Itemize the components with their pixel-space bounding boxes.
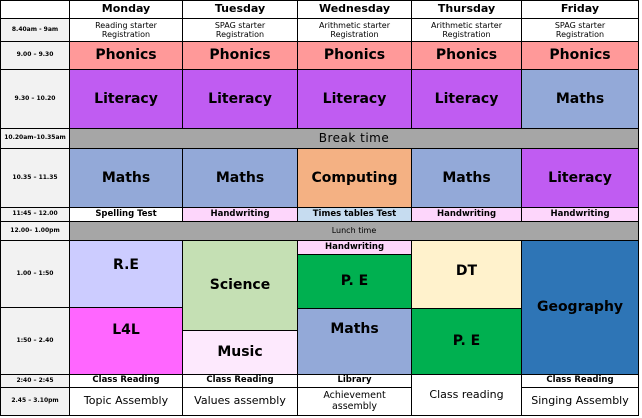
time-slot-8: 1.00 – 1:50 bbox=[0, 240, 70, 308]
literacy-thursday: Literacy bbox=[411, 69, 522, 129]
starter-thursday: Arithmetic starter Registration bbox=[411, 18, 522, 42]
corner-cell bbox=[0, 0, 70, 19]
times-tables-test-wednesday: Times tables Test bbox=[297, 207, 412, 222]
time-slot-10: 2:40 – 2:45 bbox=[0, 374, 70, 388]
library-wednesday: Library bbox=[297, 374, 412, 388]
music-tuesday: Music bbox=[182, 330, 298, 375]
time-slot-6: 11:45 – 12.00 bbox=[0, 207, 70, 222]
handwriting-friday: Handwriting bbox=[521, 207, 639, 222]
phonics-friday: Phonics bbox=[521, 41, 639, 70]
maths-thursday: Maths bbox=[411, 148, 522, 208]
phonics-monday: Phonics bbox=[69, 41, 183, 70]
time-slot-3: 9.30 – 10.20 bbox=[0, 69, 70, 129]
day-header-friday: Friday bbox=[521, 0, 639, 19]
handwriting-wednesday-afternoon: Handwriting bbox=[297, 240, 412, 255]
starter-wednesday: Arithmetic starter Registration bbox=[297, 18, 412, 42]
maths-friday-morning: Maths bbox=[521, 69, 639, 129]
literacy-tuesday: Literacy bbox=[182, 69, 298, 129]
re-monday: R.E bbox=[69, 240, 183, 308]
time-slot-1: 8.40am - 9am bbox=[0, 18, 70, 42]
time-slot-11: 2.45 – 3.10pm bbox=[0, 387, 70, 416]
starter-friday: SPAG starter Registration bbox=[521, 18, 639, 42]
assembly-friday: Singing Assembly bbox=[521, 387, 639, 416]
phonics-tuesday: Phonics bbox=[182, 41, 298, 70]
phonics-wednesday: Phonics bbox=[297, 41, 412, 70]
class-reading-monday: Class Reading bbox=[69, 374, 183, 388]
time-slot-9: 1:50 – 2.40 bbox=[0, 307, 70, 375]
l4l-monday: L4L bbox=[69, 307, 183, 375]
literacy-wednesday: Literacy bbox=[297, 69, 412, 129]
literacy-friday: Literacy bbox=[521, 148, 639, 208]
maths-tuesday: Maths bbox=[182, 148, 298, 208]
science-tuesday: Science bbox=[182, 240, 298, 331]
day-header-thursday: Thursday bbox=[411, 0, 522, 19]
assembly-tuesday: Values assembly bbox=[182, 387, 298, 416]
pe-thursday: P. E bbox=[411, 308, 522, 375]
time-slot-4: 10.20am–10.35am bbox=[0, 128, 70, 149]
class-reading-tuesday: Class Reading bbox=[182, 374, 298, 388]
assembly-wednesday: Achievement assembly bbox=[297, 387, 412, 416]
assembly-monday: Topic Assembly bbox=[69, 387, 183, 416]
class-reading-friday: Class Reading bbox=[521, 374, 639, 388]
dt-thursday: DT bbox=[411, 240, 522, 309]
day-header-tuesday: Tuesday bbox=[182, 0, 298, 19]
time-slot-2: 9.00 – 9.30 bbox=[0, 41, 70, 70]
starter-tuesday: SPAG starter Registration bbox=[182, 18, 298, 42]
phonics-thursday: Phonics bbox=[411, 41, 522, 70]
time-slot-7: 12.00– 1.00pm bbox=[0, 221, 70, 241]
break-time: Break time bbox=[69, 128, 639, 149]
handwriting-thursday: Handwriting bbox=[411, 207, 522, 222]
maths-wednesday-afternoon: Maths bbox=[297, 308, 412, 375]
computing-wednesday: Computing bbox=[297, 148, 412, 208]
lunch-time: Lunch time bbox=[69, 221, 639, 241]
time-slot-5: 10.35 – 11.35 bbox=[0, 148, 70, 208]
maths-monday: Maths bbox=[69, 148, 183, 208]
day-header-monday: Monday bbox=[69, 0, 183, 19]
literacy-monday: Literacy bbox=[69, 69, 183, 129]
class-reading-thursday: Class reading bbox=[411, 374, 522, 416]
day-header-wednesday: Wednesday bbox=[297, 0, 412, 19]
handwriting-tuesday: Handwriting bbox=[182, 207, 298, 222]
spelling-test-monday: Spelling Test bbox=[69, 207, 183, 222]
pe-wednesday: P. E bbox=[297, 254, 412, 309]
starter-monday: Reading starter Registration bbox=[69, 18, 183, 42]
geography-friday: Geography bbox=[521, 240, 639, 375]
